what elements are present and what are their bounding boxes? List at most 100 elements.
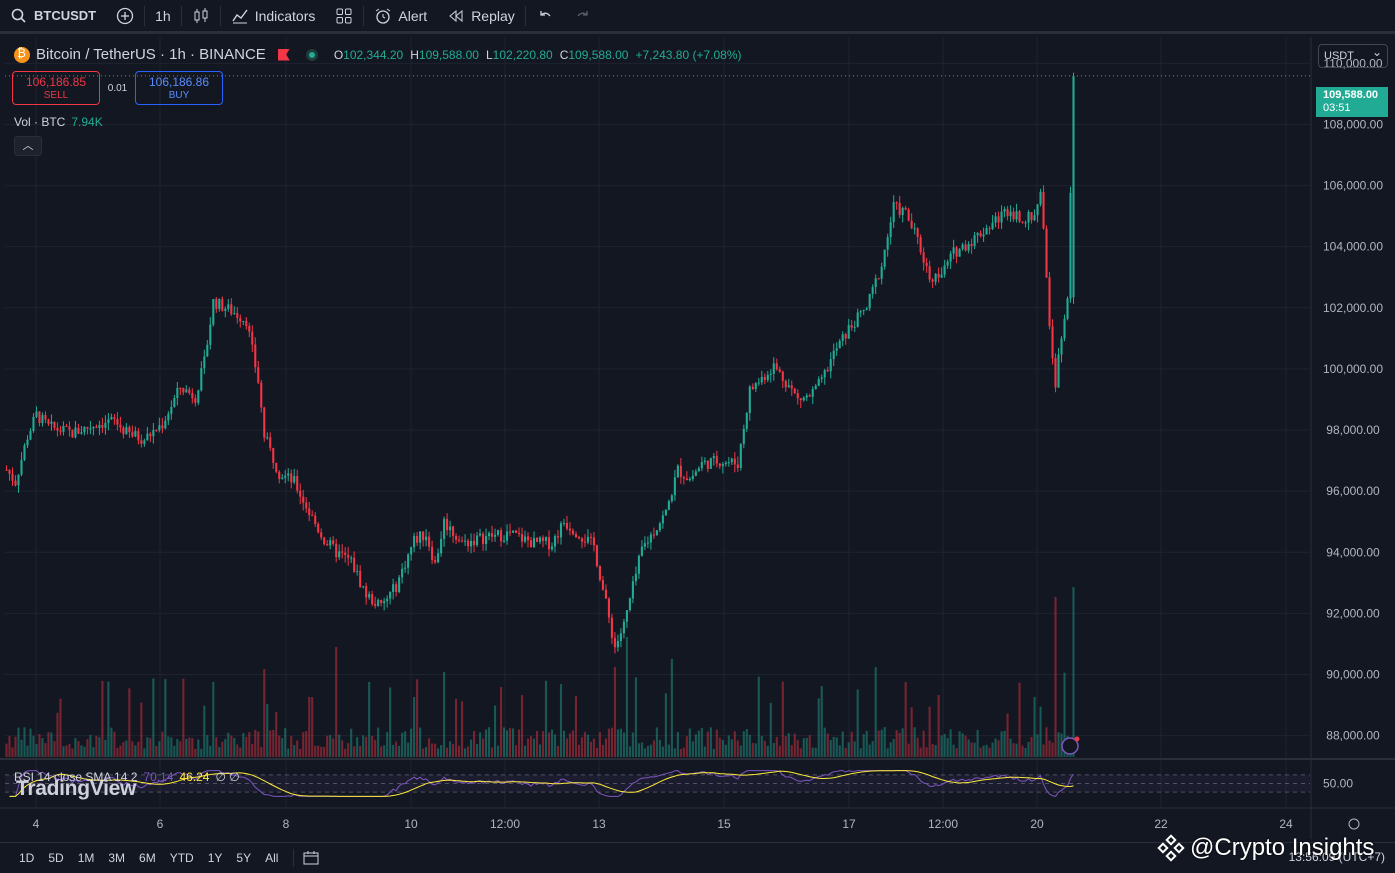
candle-body (871, 287, 874, 294)
buy-label: BUY (168, 90, 190, 101)
volume-bar (535, 730, 539, 757)
chart-area[interactable]: 88,000.00 90,000.00 92,000.00 94,000.00 96,0… (0, 37, 1395, 839)
volume-value: 7.94K (71, 115, 103, 129)
volume-bar (92, 747, 95, 757)
candle-body (508, 531, 512, 533)
candle-body (380, 600, 383, 604)
candle-body (122, 427, 125, 435)
volume-bar (562, 730, 566, 757)
toolbar-divider (293, 849, 295, 867)
range-5d[interactable]: 5D (48, 851, 64, 865)
candle-body (29, 430, 32, 440)
volume-bar (928, 706, 931, 757)
volume-bar (916, 737, 919, 757)
replay-button[interactable]: Replay (437, 0, 525, 31)
volume-bar (793, 733, 796, 757)
candle-body (47, 419, 50, 424)
volume-bar (745, 729, 748, 757)
candle-body (850, 325, 853, 328)
candle-body (679, 465, 682, 478)
range-all[interactable]: All (265, 851, 279, 865)
volume-bar (482, 738, 485, 757)
indicators-button[interactable]: Indicators (221, 0, 326, 31)
price-chart[interactable]: 88,000.00 90,000.00 92,000.00 94,000.00 96,0… (0, 37, 1395, 839)
volume-bar (718, 737, 721, 757)
volume-bar (128, 688, 131, 757)
volume-bar (781, 681, 784, 757)
candle-body (919, 236, 922, 253)
volume-bar (970, 742, 973, 757)
symbol-search[interactable]: BTCUSDT (0, 0, 106, 31)
undo-button[interactable] (526, 0, 564, 31)
volume-bar (1030, 736, 1033, 757)
compare-button[interactable] (106, 0, 144, 31)
candle-body (655, 530, 658, 536)
range-ytd[interactable]: YTD (169, 851, 194, 865)
candle-body (613, 637, 616, 648)
volume-bar (895, 730, 898, 757)
volume-bar (59, 698, 62, 757)
volume-bar (332, 738, 335, 757)
volume-bar (706, 731, 709, 757)
spread-value: 0.01 (107, 82, 128, 94)
volume-bar (880, 729, 883, 757)
volume-bar (700, 727, 703, 757)
volume-bar (904, 682, 907, 757)
volume-bar (871, 741, 874, 757)
volume-bar (910, 707, 913, 757)
range-6m[interactable]: 6M (139, 851, 156, 865)
candle-body (152, 429, 155, 437)
currency-select[interactable]: USDT (1318, 41, 1388, 68)
currency-label: USDT (1324, 50, 1354, 62)
volume-bar (1039, 706, 1042, 757)
volume-bar (224, 738, 227, 757)
volume-bar (967, 739, 970, 757)
candle-body (128, 427, 131, 433)
date-range-icon[interactable] (302, 849, 320, 867)
bottom-toolbar: 1D 5D 1M 3M 6M YTD 1Y 5Y All 13:56:09 (U… (0, 842, 1395, 873)
candle-body (949, 253, 952, 262)
volume-legend[interactable]: Vol · BTC 7.94K (14, 115, 103, 129)
range-1y[interactable]: 1Y (207, 851, 223, 865)
alert-button[interactable]: Alert (364, 0, 437, 31)
volume-bar (203, 705, 206, 757)
flag-icon[interactable] (277, 48, 290, 61)
volume-bar (532, 738, 536, 757)
rsi-legend[interactable]: RSI 14 close SMA 14 2 70.14 46.24 ∅ ∅ (14, 770, 240, 784)
candle-body (682, 477, 685, 479)
interval-button[interactable]: 1h (145, 0, 181, 31)
candle-body (68, 426, 71, 430)
templates-button[interactable] (325, 0, 363, 31)
lightning-icon (1061, 737, 1079, 755)
range-1m[interactable]: 1M (77, 851, 95, 865)
volume-bar (467, 746, 470, 757)
candle-body (820, 377, 823, 379)
range-3m[interactable]: 3M (108, 851, 126, 865)
sell-button[interactable]: 106,186.85 SELL (12, 71, 100, 105)
volume-bar (35, 744, 38, 757)
volume-bar (682, 747, 685, 757)
range-5y[interactable]: 5Y (236, 851, 252, 865)
symbol-title[interactable]: Bitcoin / TetherUS · 1h · BINANCE (36, 46, 266, 63)
watermark-text: @Crypto Insights (1190, 834, 1375, 861)
chart-type-button[interactable] (182, 0, 220, 31)
volume-bar (661, 746, 664, 757)
candle-body (841, 334, 844, 341)
collapse-legend-button[interactable]: ︿ (14, 136, 42, 156)
buy-button[interactable]: 106,186.86 BUY (135, 71, 223, 105)
volume-bar (1063, 672, 1066, 757)
volume-bar (275, 711, 278, 757)
tradingview-logo[interactable]: TradingView (16, 777, 136, 801)
volume-bar (994, 738, 997, 757)
range-1d[interactable]: 1D (19, 851, 35, 865)
candle-body (188, 389, 191, 393)
redo-button[interactable] (564, 0, 602, 31)
candle-body (104, 422, 107, 428)
candle-body (302, 496, 305, 503)
volume-bar (191, 738, 194, 757)
candle-body (311, 515, 314, 517)
volume-bar (50, 732, 53, 757)
clock[interactable]: 13:56:09 (UTC+7) (1288, 850, 1385, 864)
candle-body (440, 538, 443, 554)
volume-bar (1042, 744, 1045, 757)
